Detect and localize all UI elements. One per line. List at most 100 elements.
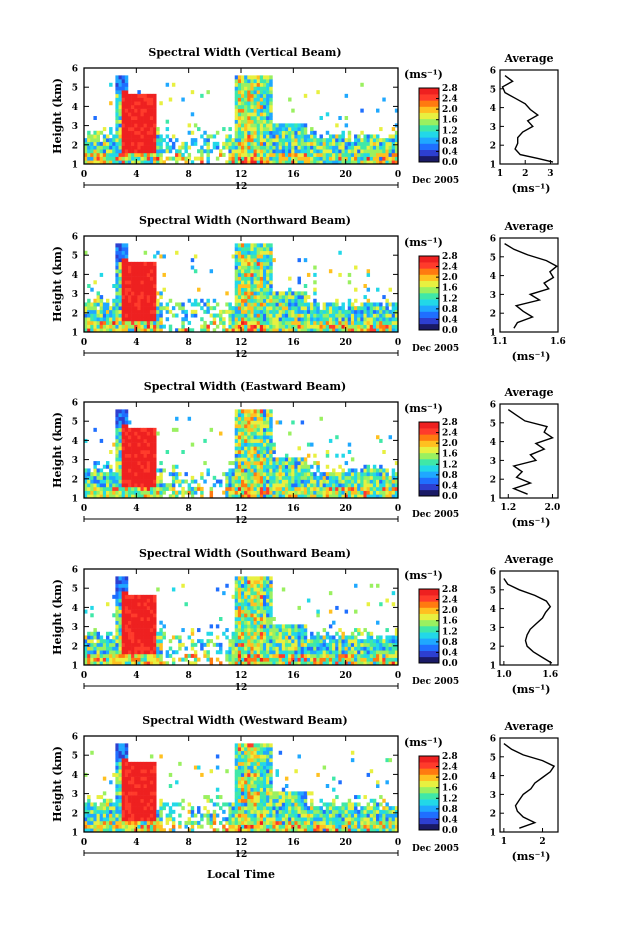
heatmap-cell (275, 472, 279, 477)
heatmap-cell (250, 108, 254, 113)
heatmap-cell (369, 490, 374, 495)
heatmap-cell (153, 464, 157, 469)
heatmap-cell (149, 494, 154, 499)
heatmap-cell (372, 152, 377, 157)
heatmap-cell (228, 472, 232, 477)
heatmap-cell (325, 450, 330, 454)
heatmap-cell (184, 328, 188, 333)
heatmap-cell (357, 149, 361, 154)
heatmap-cell (300, 486, 305, 491)
heatmap-cell (253, 587, 257, 592)
heatmap-cell (253, 624, 257, 629)
heatmap-cell (335, 494, 339, 499)
heatmap-cell (278, 302, 283, 307)
heatmap-cell (90, 483, 94, 488)
heatmap-cell (269, 284, 273, 288)
heatmap-cell (143, 461, 148, 466)
heatmap-cell (338, 138, 342, 143)
heatmap-cell (247, 75, 251, 80)
heatmap-cell (109, 156, 113, 161)
heatmap-cell (131, 490, 135, 495)
heatmap-cell (156, 657, 160, 662)
heatmap-cell (90, 646, 94, 651)
heatmap-cell (190, 309, 195, 314)
heatmap-cell (118, 587, 122, 592)
heatmap-cell (262, 119, 267, 124)
heatmap-cell (341, 141, 345, 146)
heatmap-cell (322, 313, 327, 318)
heatmap-cell (350, 479, 355, 484)
heatmap-cell (259, 435, 264, 440)
heatmap-cell (134, 97, 138, 102)
heatmap-cell (143, 631, 148, 636)
heatmap-cell (272, 160, 276, 165)
heatmap-cell (300, 145, 305, 150)
heatmap-cell (234, 101, 239, 106)
heatmap-cell (131, 635, 135, 640)
heatmap-cell (96, 313, 100, 318)
heatmap-cell (137, 446, 141, 451)
heatmap-cell (275, 141, 279, 146)
heatmap-cell (127, 642, 132, 647)
heatmap-cell (200, 306, 204, 311)
heatmap-cell (234, 108, 239, 113)
heatmap-cell (99, 324, 104, 329)
heatmap-cell (250, 435, 254, 440)
heatmap-cell (266, 313, 270, 318)
heatmap-cell (237, 475, 242, 480)
heatmap-cell (310, 149, 314, 154)
heatmap-cell (121, 580, 126, 585)
heatmap-cell (118, 583, 122, 588)
heatmap-cell (149, 313, 154, 318)
heatmap-cell (131, 280, 135, 285)
heatmap-cell (165, 309, 170, 314)
heatmap-cell (241, 291, 245, 296)
heatmap-cell (272, 446, 276, 451)
heatmap-cell (269, 127, 273, 132)
heatmap-cell (316, 635, 320, 640)
heatmap-cell (332, 309, 336, 314)
average-x-label: (ms⁻¹) (512, 182, 551, 195)
heatmap-cell (112, 141, 116, 146)
heatmap-cell (275, 661, 279, 666)
heatmap-cell (168, 138, 173, 143)
heatmap-cell (156, 639, 160, 644)
heatmap-cell (121, 609, 126, 614)
heatmap-cell (247, 413, 251, 418)
y-tick-label: 4 (72, 604, 78, 614)
heatmap-cell (134, 265, 138, 270)
heatmap-cell (234, 424, 239, 429)
heatmap-cell (275, 494, 279, 499)
heatmap-cell (118, 116, 122, 120)
heatmap-cell (137, 265, 141, 270)
heatmap-cell (247, 141, 251, 146)
heatmap-cell (310, 320, 314, 325)
heatmap-cell (124, 587, 129, 592)
heatmap-cell (234, 324, 239, 329)
heatmap-cell (344, 653, 349, 658)
heatmap-cell (190, 160, 195, 165)
heatmap-cell (269, 653, 273, 658)
heatmap-cell (310, 160, 314, 165)
y-tick-label: 6 (72, 566, 78, 576)
heatmap-cell (215, 624, 220, 629)
heatmap-cell (137, 646, 141, 651)
heatmap-cell (284, 298, 289, 303)
heatmap-cell (118, 152, 122, 157)
heatmap-cell (115, 313, 119, 318)
heatmap-cell (247, 250, 251, 255)
heatmap-cell (96, 642, 100, 647)
heatmap-cell (360, 661, 364, 666)
y-tick-label: 5 (72, 585, 78, 595)
heatmap-cell (288, 494, 292, 499)
heatmap-cell (228, 475, 232, 480)
heatmap-cell (225, 475, 229, 480)
heatmap-cell (297, 494, 301, 499)
heatmap-cell (294, 642, 298, 647)
heatmap-cell (253, 420, 257, 425)
heatmap-cell (237, 284, 242, 288)
heatmap-cell (357, 494, 361, 499)
heatmap-cell (262, 302, 267, 307)
heatmap-cell (313, 490, 317, 495)
heatmap-cell (228, 642, 232, 647)
